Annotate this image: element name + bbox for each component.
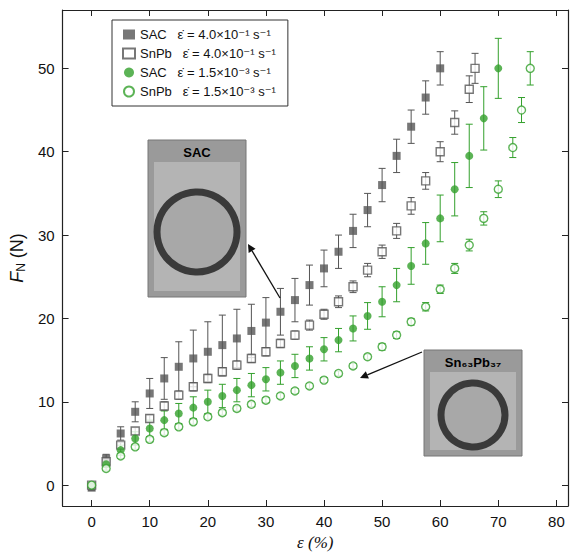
svg-text:70: 70 bbox=[490, 513, 507, 530]
svg-text:30: 30 bbox=[38, 227, 55, 244]
svg-text:N: N bbox=[14, 263, 28, 272]
svg-text:SAC ε̇ = 4.0×10⁻¹ s⁻¹: SAC ε̇ = 4.0×10⁻¹ s⁻¹ bbox=[140, 27, 271, 42]
svg-text:60: 60 bbox=[432, 513, 449, 530]
svg-text:ε (%): ε (%) bbox=[297, 533, 334, 552]
svg-text:50: 50 bbox=[38, 60, 55, 77]
svg-text:10: 10 bbox=[38, 393, 55, 410]
svg-text:40: 40 bbox=[316, 513, 333, 530]
svg-text:40: 40 bbox=[38, 143, 55, 160]
svg-text:20: 20 bbox=[199, 513, 216, 530]
svg-text:SnPb ε̇ = 4.0×10⁻¹ s⁻¹: SnPb ε̇ = 4.0×10⁻¹ s⁻¹ bbox=[140, 46, 277, 61]
svg-text:SAC: SAC bbox=[183, 145, 211, 160]
svg-text:SAC ε̇ = 1.5×10⁻³ s⁻¹: SAC ε̇ = 1.5×10⁻³ s⁻¹ bbox=[140, 65, 271, 80]
svg-text:SnPb ε̇ = 1.5×10⁻³ s⁻¹: SnPb ε̇ = 1.5×10⁻³ s⁻¹ bbox=[140, 84, 277, 99]
svg-text:Sn₆₃Pb₃₇: Sn₆₃Pb₃₇ bbox=[445, 355, 501, 370]
svg-text:(N): (N) bbox=[7, 233, 27, 263]
svg-text:0: 0 bbox=[46, 477, 54, 494]
svg-text:10: 10 bbox=[141, 513, 158, 530]
svg-text:80: 80 bbox=[548, 513, 565, 530]
svg-text:30: 30 bbox=[258, 513, 275, 530]
svg-text:20: 20 bbox=[38, 310, 55, 327]
svg-text:50: 50 bbox=[374, 513, 391, 530]
svg-text:0: 0 bbox=[87, 513, 95, 530]
svg-text:F: F bbox=[7, 271, 27, 283]
